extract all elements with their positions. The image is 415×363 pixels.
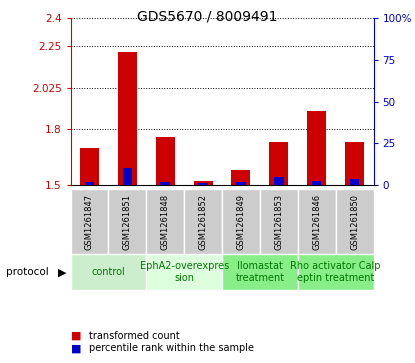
Bar [184, 189, 222, 254]
Bar [146, 189, 184, 254]
Bar [269, 142, 288, 185]
Text: GSM1261848: GSM1261848 [161, 194, 170, 250]
Text: percentile rank within the sample: percentile rank within the sample [89, 343, 254, 354]
Bar [336, 189, 374, 254]
Bar [118, 52, 137, 185]
Bar [222, 254, 298, 290]
Text: GSM1261847: GSM1261847 [85, 194, 94, 250]
Text: GSM1261853: GSM1261853 [274, 194, 283, 250]
Text: GSM1261849: GSM1261849 [237, 194, 245, 250]
Text: Rho activator Calp
eptin treatment: Rho activator Calp eptin treatment [290, 261, 381, 283]
Bar [232, 170, 250, 185]
Text: protocol: protocol [6, 267, 49, 277]
Bar [236, 182, 246, 185]
Text: Ilomastat
treatment: Ilomastat treatment [235, 261, 284, 283]
Bar [345, 142, 364, 185]
Bar [312, 181, 322, 185]
Text: ■: ■ [71, 343, 81, 354]
Text: GSM1261851: GSM1261851 [123, 194, 132, 250]
Text: GDS5670 / 8009491: GDS5670 / 8009491 [137, 9, 278, 23]
Text: GSM1261852: GSM1261852 [199, 194, 208, 250]
Text: control: control [92, 267, 125, 277]
Bar [122, 168, 132, 185]
Text: EphA2-overexpres
sion: EphA2-overexpres sion [139, 261, 229, 283]
Bar [85, 182, 94, 185]
Bar [298, 254, 374, 290]
Text: GSM1261846: GSM1261846 [312, 194, 321, 250]
Bar [350, 179, 359, 185]
Text: ■: ■ [71, 331, 81, 341]
Text: ▶: ▶ [58, 267, 66, 277]
Bar [274, 177, 283, 185]
Bar [71, 189, 108, 254]
Bar [108, 189, 146, 254]
Bar [80, 148, 99, 185]
Bar [222, 189, 260, 254]
Bar [194, 182, 212, 185]
Bar [260, 189, 298, 254]
Bar [307, 111, 326, 185]
Bar [156, 137, 175, 185]
Text: GSM1261850: GSM1261850 [350, 194, 359, 250]
Bar [298, 189, 336, 254]
Bar [161, 182, 170, 185]
Bar [146, 254, 222, 290]
Bar [198, 183, 208, 185]
Text: transformed count: transformed count [89, 331, 180, 341]
Bar [71, 254, 146, 290]
